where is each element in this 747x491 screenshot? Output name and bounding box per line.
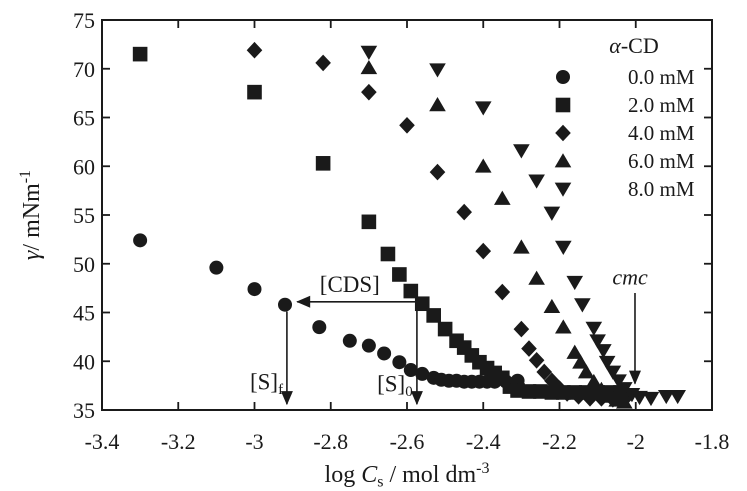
y-tick-label: 50 — [73, 252, 95, 277]
annotation-s0: [S]0 — [377, 372, 413, 400]
x-tick-label: -1.8 — [695, 429, 730, 454]
x-tick-label: -3.2 — [161, 429, 196, 454]
legend-label: 6.0 mM — [628, 149, 695, 173]
series-0-0-mM — [133, 233, 525, 389]
legend: α-CD 0.0 mM 2.0 mM 4.0 mM 6.0 mM 8.0 mM — [554, 33, 695, 201]
legend-label: 0.0 mM — [628, 65, 695, 89]
series-8-0-mM — [360, 45, 686, 407]
y-tick-label: 55 — [73, 203, 95, 228]
y-tick-label: 65 — [73, 106, 95, 131]
legend-item-2-0-mM: 2.0 mM — [555, 93, 695, 117]
axes: -3.4 -3.2 -3 -2.8 -2.6 -2.4 -2.2 -2 -1.8 35 40 45 50… — [17, 8, 730, 490]
x-tick-label: -2.6 — [390, 429, 425, 454]
y-tick-label: 75 — [73, 8, 95, 33]
x-tick-label: -2.8 — [313, 429, 348, 454]
annotation-cmc: cmc — [612, 264, 648, 289]
x-tick-label: -3.4 — [85, 429, 120, 454]
y-tick-label: 35 — [73, 398, 95, 423]
legend-label: 2.0 mM — [628, 93, 695, 117]
x-tick-label: -2.4 — [466, 429, 501, 454]
legend-label: 4.0 mM — [628, 121, 695, 145]
y-tick-label: 40 — [73, 349, 95, 374]
y-tick-label: 60 — [73, 154, 95, 179]
y-axis-title: γ/ mNm-1 — [17, 170, 45, 260]
legend-title: α-CD — [609, 33, 658, 58]
x-tick-label: -3 — [245, 429, 263, 454]
annotation-cds: [CDS] — [320, 272, 380, 297]
annotation-sf: [S]f — [250, 370, 283, 398]
legend-item-4-0-mM: 4.0 mM — [555, 121, 695, 145]
x-tick-label: -2.2 — [542, 429, 577, 454]
x-tick-label: -2 — [627, 429, 645, 454]
series-2-0-mM — [132, 46, 628, 400]
x-axis-title: log Cs / mol dm-3 — [325, 460, 490, 490]
annotations: [CDS] [S]f [S]0 cmc — [250, 264, 648, 406]
legend-item-6-0-mM: 6.0 mM — [554, 149, 695, 173]
legend-item-8-0-mM: 8.0 mM — [554, 177, 695, 201]
y-tick-label: 45 — [73, 301, 95, 326]
legend-item-0-0-mM: 0.0 mM — [556, 65, 695, 89]
y-tick-label: 70 — [73, 57, 95, 82]
legend-label: 8.0 mM — [628, 177, 695, 201]
series-6-0-mM — [360, 59, 633, 409]
